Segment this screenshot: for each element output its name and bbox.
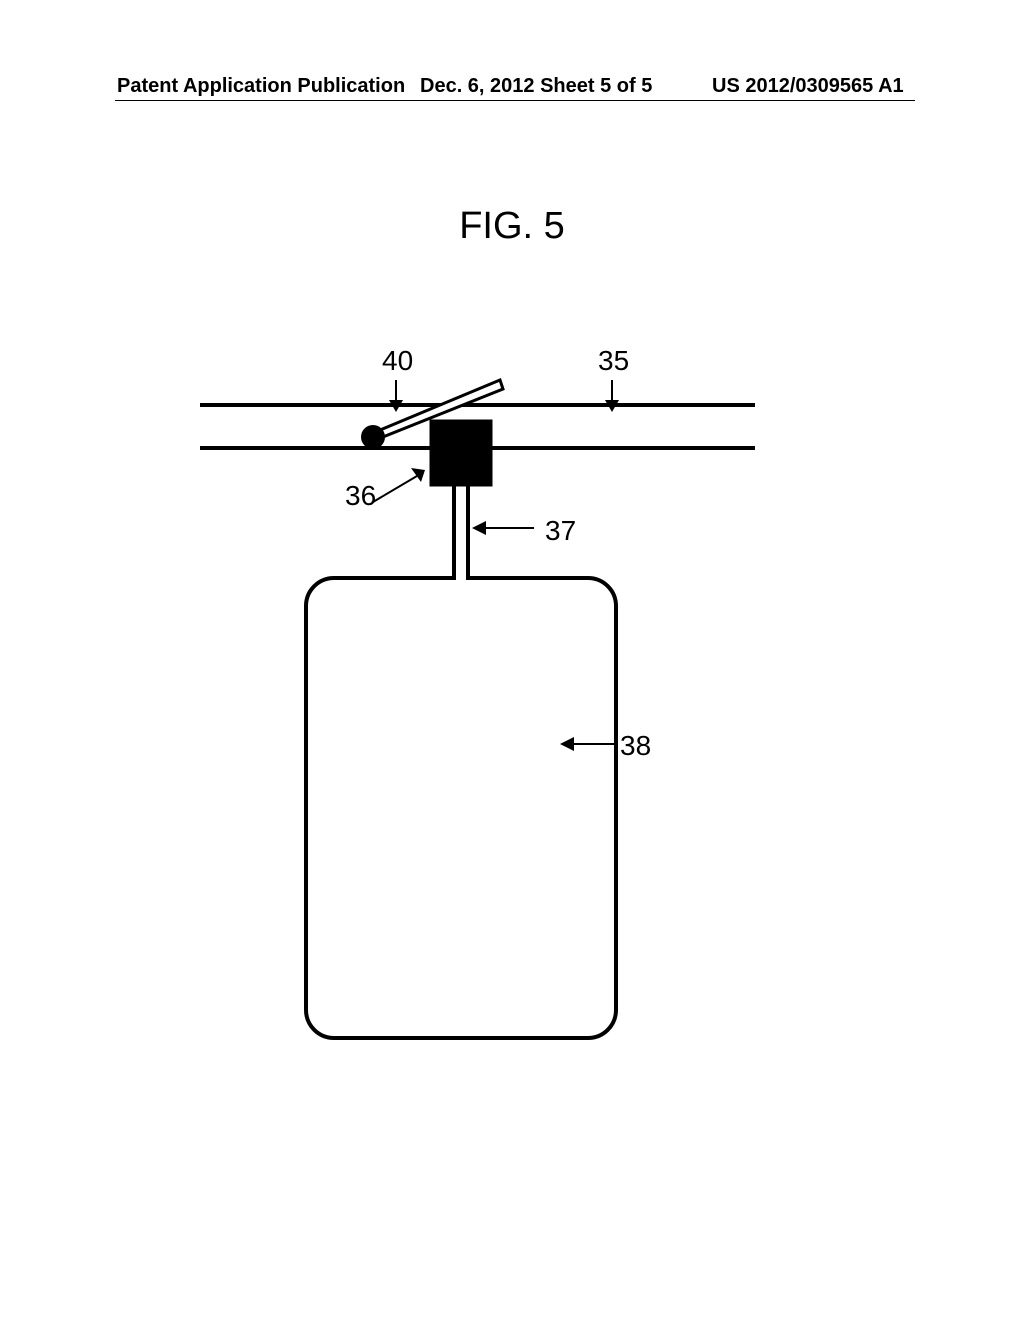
ref-36: 36 xyxy=(345,480,376,511)
ref-35: 35 xyxy=(598,345,629,376)
ref-40: 40 xyxy=(382,345,413,376)
ref-38: 38 xyxy=(620,730,651,761)
figure-svg: 40 35 36 37 38 xyxy=(0,0,1024,1320)
ref-37: 37 xyxy=(545,515,576,546)
